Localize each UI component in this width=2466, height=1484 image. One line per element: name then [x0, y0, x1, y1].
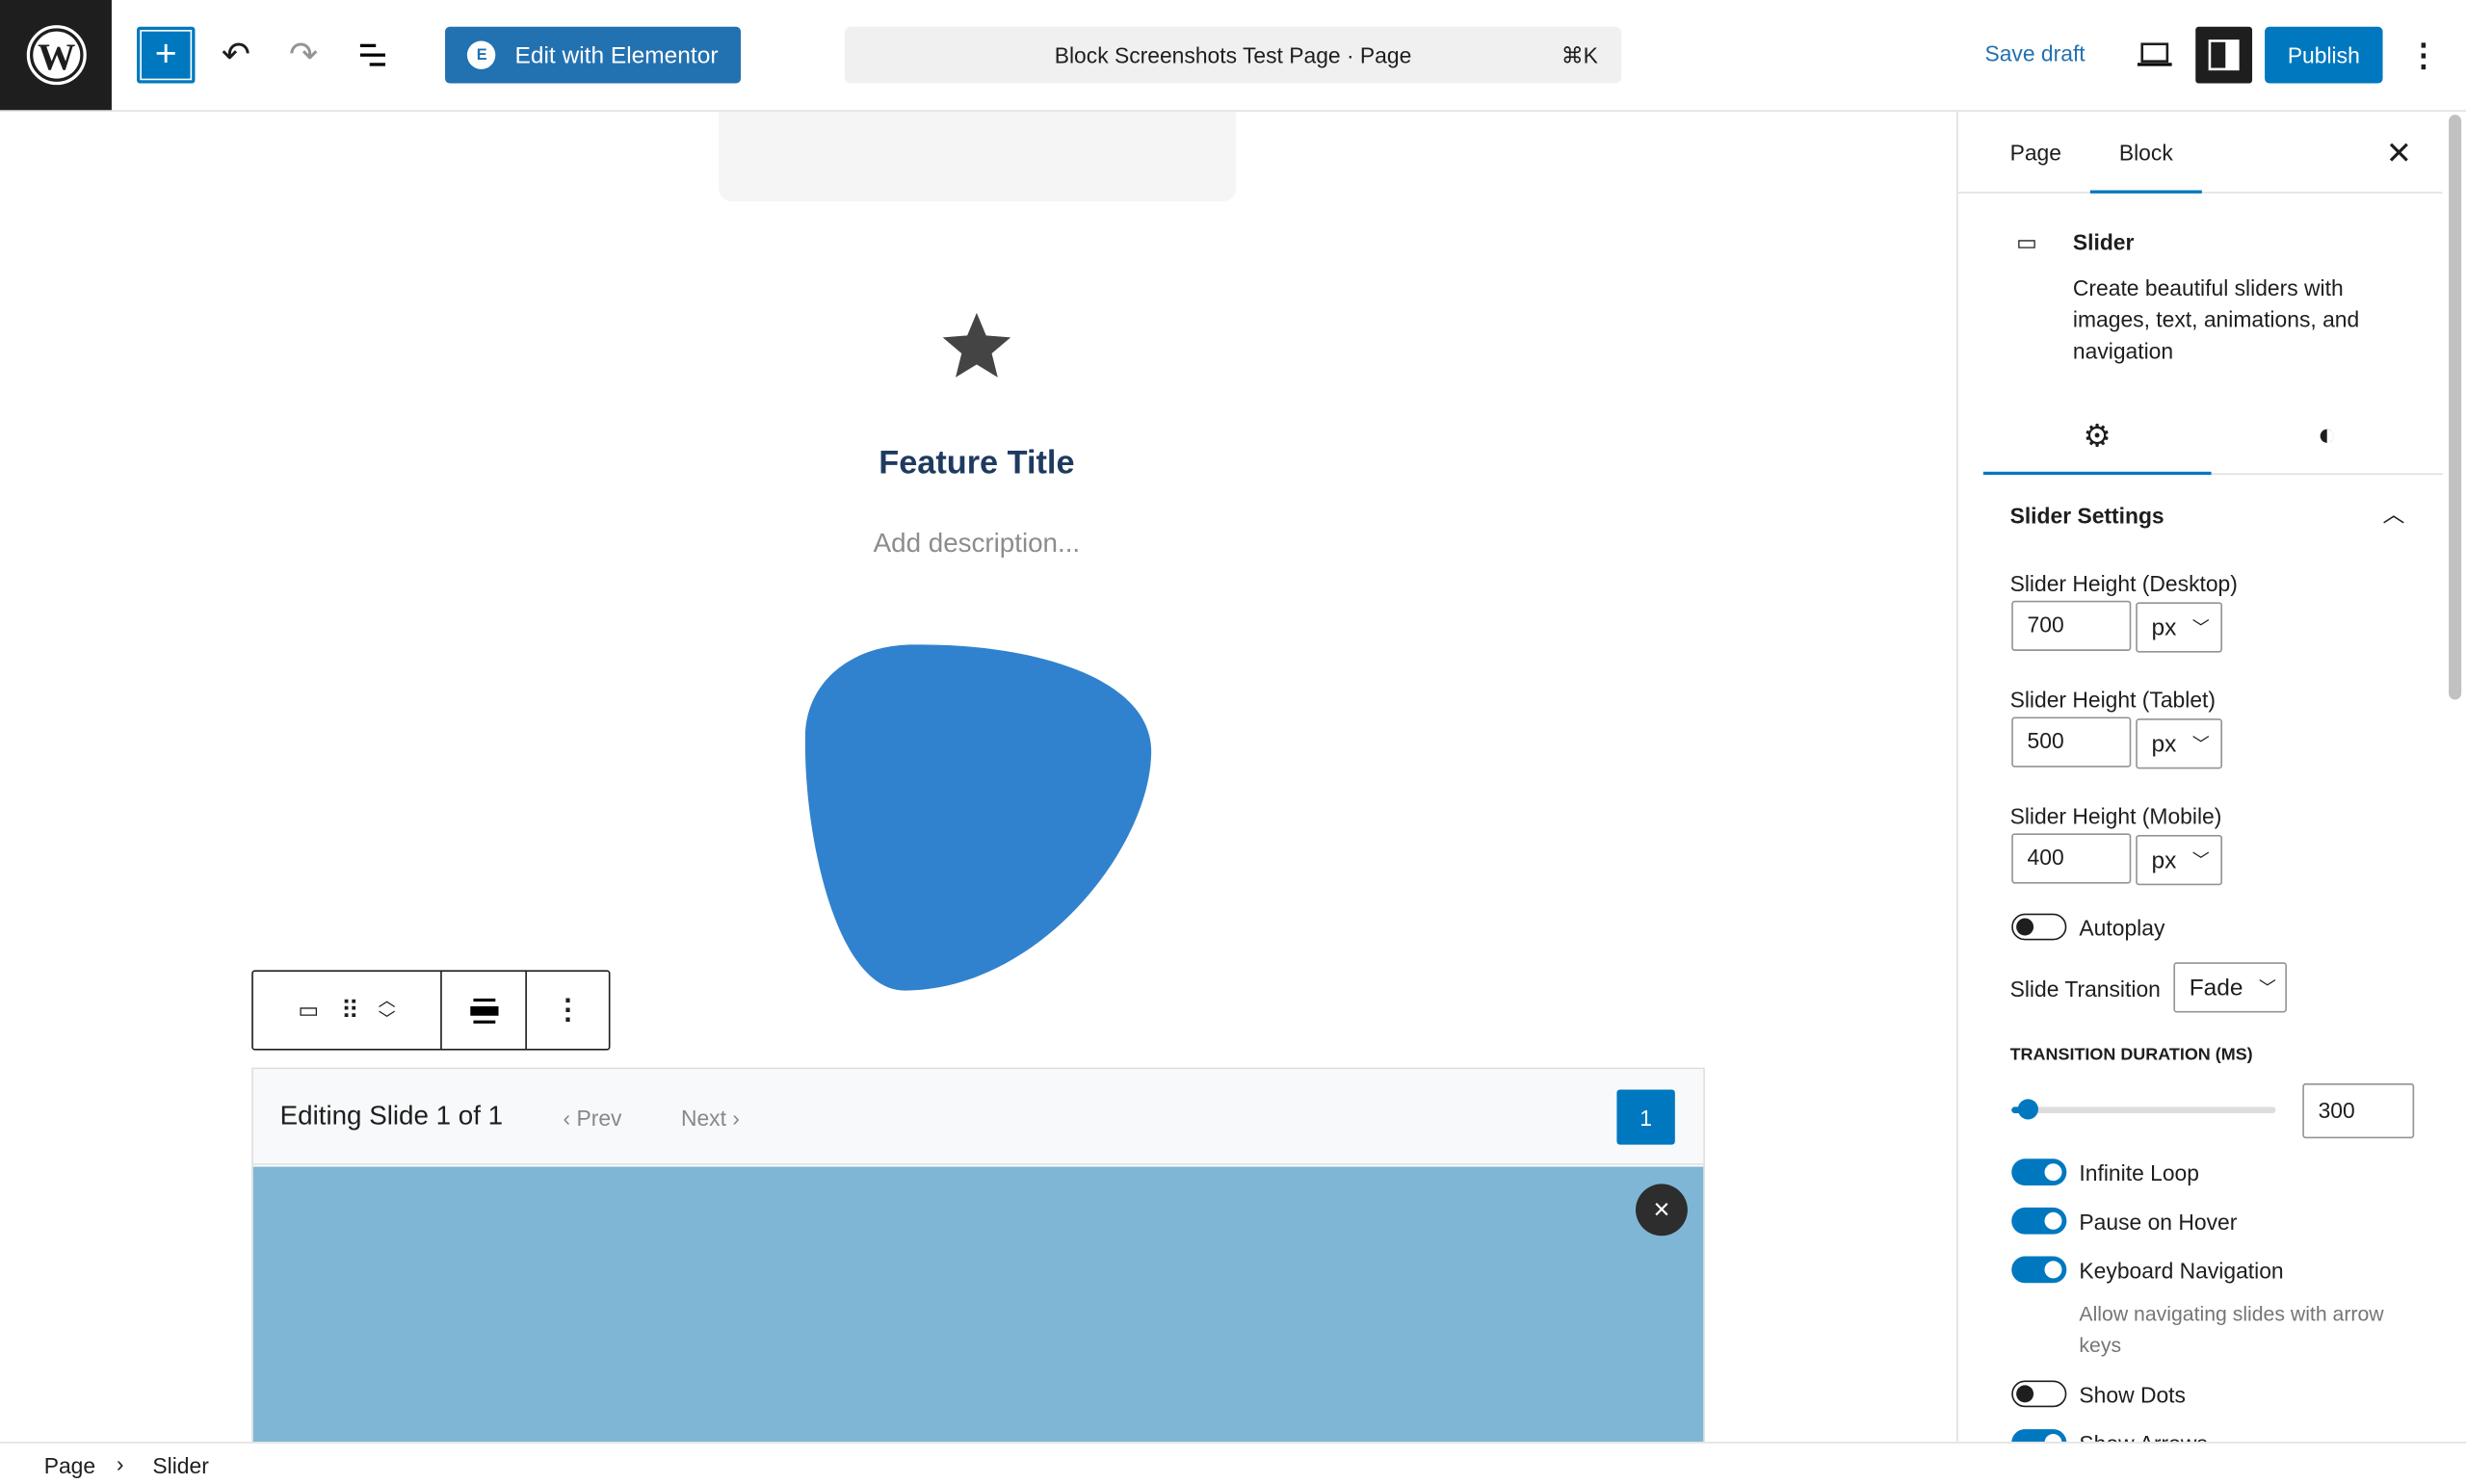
transition-select[interactable]: Fade ﹀	[2173, 962, 2287, 1013]
height-desktop-input[interactable]: 700	[2011, 600, 2132, 651]
duration-slider-track[interactable]	[2011, 1099, 2276, 1120]
height-tablet-input[interactable]: 500	[2011, 716, 2132, 768]
slide-number-button[interactable]: 1	[1616, 1089, 1675, 1145]
height-mobile-label: Slider Height (Mobile)	[2009, 803, 2222, 829]
sidebar-scrollbar[interactable]	[2449, 115, 2462, 700]
edit-with-elementor-button[interactable]: E Edit with Elementor	[445, 26, 742, 84]
sidebar-tabs: Page Block ✕	[1957, 112, 2443, 194]
list-view-icon[interactable]	[351, 27, 395, 84]
add-block-button[interactable]: +	[137, 26, 196, 84]
collapse-chevron-icon[interactable]: ︿	[2382, 501, 2405, 527]
height-tablet-label: Slider Height (Tablet)	[2009, 687, 2217, 713]
show-dots-label: Show Dots	[2079, 1382, 2186, 1408]
tab-block[interactable]: Block	[2089, 112, 2202, 194]
autoplay-label: Autoplay	[2079, 915, 2165, 941]
chevron-down-icon: ﹀	[2191, 736, 2210, 755]
panel-title[interactable]: Slider Settings	[2009, 503, 2164, 529]
infinite-loop-label: Infinite Loop	[2079, 1159, 2199, 1186]
duration-slider-handle[interactable]	[2017, 1099, 2038, 1120]
block-name: Slider	[2072, 229, 2135, 255]
breadcrumb-slider[interactable]: Slider	[152, 1452, 209, 1478]
show-arrows-toggle[interactable]	[2011, 1429, 2067, 1443]
autoplay-toggle[interactable]	[2011, 913, 2067, 941]
slide-preview: ×	[252, 1166, 1704, 1443]
unit-value: px	[2151, 846, 2177, 873]
next-slide-button[interactable]: Next ›	[680, 1105, 740, 1131]
keyboard-nav-label: Keyboard Navigation	[2079, 1258, 2284, 1284]
undo-icon[interactable]: ↶	[221, 34, 250, 74]
move-up-down-icon[interactable]: ︿ ﹀	[378, 991, 396, 1029]
show-dots-toggle[interactable]	[2011, 1380, 2067, 1408]
slide-editor-header: Editing Slide 1 of 1 ‹ Prev Next › 1	[252, 1069, 1704, 1165]
block-toolbar: ▭ ⠿ ︿ ﹀ ⋮	[251, 970, 611, 1051]
duration-label: TRANSITION DURATION (MS)	[2009, 1045, 2253, 1065]
sidebar-icon	[2208, 39, 2240, 71]
block-description: Create beautiful sliders with images, te…	[2072, 274, 2360, 364]
transition-label: Slide Transition	[2009, 976, 2161, 1002]
slide-status: Editing Slide 1 of 1	[279, 1100, 504, 1131]
inspector-tabs: ⚙ ◐	[1982, 400, 2443, 476]
pause-hover-toggle[interactable]	[2011, 1207, 2067, 1235]
top-toolbar: W + ↶ ↷ E Edit with Elementor Block Scre…	[0, 0, 2466, 112]
align-icon[interactable]	[442, 972, 527, 1050]
slider-block-icon: ▭	[2016, 229, 2037, 255]
slide-editor: Editing Slide 1 of 1 ‹ Prev Next › 1 ×	[251, 1067, 1705, 1443]
settings-gear-icon[interactable]: ⚙	[1982, 400, 2212, 476]
publish-button[interactable]: Publish	[2265, 26, 2383, 84]
unit-value: px	[2151, 613, 2177, 641]
height-mobile-input[interactable]: 400	[2011, 833, 2132, 884]
chevron-down-icon: ﹀	[2258, 979, 2276, 999]
duration-input[interactable]: 300	[2302, 1082, 2415, 1139]
options-menu-icon[interactable]: ⋮	[2407, 39, 2440, 73]
editor-canvas: Feature Title Add description... ▭ ⠿ ︿ ﹀ …	[0, 111, 1957, 1443]
close-sidebar-icon[interactable]: ✕	[2385, 137, 2413, 171]
edit-elementor-label: Edit with Elementor	[514, 41, 719, 69]
tab-page[interactable]: Page	[2009, 140, 2061, 166]
chevron-down-icon: ﹀	[2191, 851, 2210, 872]
settings-sidebar-toggle[interactable]	[2195, 26, 2253, 84]
redo-icon[interactable]: ↷	[289, 34, 319, 74]
transition-value: Fade	[2189, 974, 2243, 1002]
preview-device-icon[interactable]	[2133, 27, 2177, 84]
shortcut-hint: ⌘K	[1561, 41, 1598, 67]
infinite-loop-toggle[interactable]	[2011, 1159, 2067, 1186]
keyboard-nav-toggle[interactable]	[2011, 1256, 2067, 1284]
breadcrumb-page[interactable]: Page	[43, 1452, 96, 1478]
block-options-icon[interactable]: ⋮	[553, 993, 583, 1026]
remove-slide-button[interactable]: ×	[1636, 1184, 1688, 1237]
settings-sidebar: Page Block ✕ ▭ Slider Create beautiful s…	[1956, 111, 2466, 1443]
chevron-down-icon: ﹀	[2191, 619, 2210, 638]
breadcrumb-separator-icon: ›	[116, 1450, 124, 1477]
styles-contrast-icon[interactable]: ◐	[2317, 417, 2337, 453]
wordpress-logo[interactable]: W	[0, 0, 112, 111]
slider-block-icon[interactable]: ▭	[298, 997, 320, 1023]
pause-hover-label: Pause on Hover	[2079, 1209, 2238, 1235]
svg-text:W: W	[37, 37, 74, 78]
blob-shape	[804, 644, 1152, 991]
star-icon	[939, 306, 1014, 385]
show-arrows-label: Show Arrows	[2079, 1431, 2207, 1442]
wordpress-icon: W	[25, 25, 86, 86]
height-tablet-unit-select[interactable]: px ﹀	[2136, 718, 2223, 769]
elementor-icon: E	[467, 40, 496, 69]
command-palette[interactable]: Block Screenshots Test Page · Page ⌘K	[844, 26, 1622, 84]
document-title: Block Screenshots Test Page · Page	[1054, 42, 1412, 68]
prev-slide-button[interactable]: ‹ Prev	[563, 1105, 622, 1131]
height-desktop-label: Slider Height (Desktop)	[2009, 570, 2238, 596]
drag-handle-icon[interactable]: ⠿	[340, 997, 359, 1025]
save-draft-button[interactable]: Save draft	[1984, 40, 2086, 66]
keyboard-nav-help: Allow navigating slides with arrow keys	[2079, 1301, 2384, 1358]
description-placeholder[interactable]: Add description...	[873, 528, 1081, 559]
unit-value: px	[2151, 730, 2177, 758]
previous-block-card	[719, 111, 1237, 201]
feature-title[interactable]: Feature Title	[879, 445, 1075, 482]
height-desktop-unit-select[interactable]: px ﹀	[2136, 602, 2223, 653]
block-breadcrumb: Page › Slider	[0, 1442, 2466, 1484]
height-mobile-unit-select[interactable]: px ﹀	[2136, 834, 2223, 886]
